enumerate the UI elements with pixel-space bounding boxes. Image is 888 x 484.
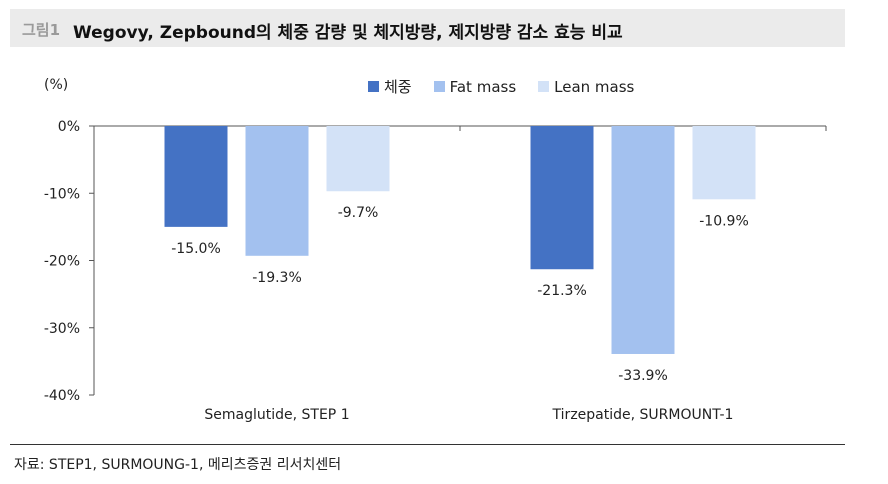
bar bbox=[530, 126, 594, 270]
legend-item-series-2: Lean mass bbox=[538, 76, 634, 97]
legend-swatch-series-2 bbox=[538, 81, 550, 92]
data-label: -15.0% bbox=[171, 241, 221, 257]
legend-swatch-series-0 bbox=[368, 81, 379, 92]
legend-label-series-1: Fat mass bbox=[449, 77, 517, 96]
footer-divider bbox=[10, 444, 845, 445]
bar bbox=[611, 126, 675, 354]
y-tick-label: -20% bbox=[44, 254, 80, 270]
legend-label-series-2: Lean mass bbox=[554, 77, 635, 96]
x-category-label: Semaglutide, STEP 1 bbox=[204, 407, 349, 423]
y-tick-label: -30% bbox=[44, 321, 80, 337]
bar bbox=[245, 126, 309, 256]
data-label: -19.3% bbox=[252, 270, 302, 286]
legend: 체중 Fat mass Lean mass bbox=[368, 76, 634, 97]
legend-item-series-1: Fat mass bbox=[433, 76, 517, 97]
y-axis-unit: (%) bbox=[44, 77, 69, 93]
chart-title: Wegovy, Zepbound의 체중 감량 및 체지방량, 제지방량 감소 … bbox=[73, 23, 623, 43]
y-tick-label: 0% bbox=[58, 119, 80, 135]
y-tick-label: -10% bbox=[44, 186, 80, 202]
data-label: -21.3% bbox=[537, 283, 587, 299]
figure-number: 그림1 bbox=[22, 21, 61, 39]
bar bbox=[164, 126, 228, 227]
data-label: -9.7% bbox=[338, 205, 379, 221]
data-label: -33.9% bbox=[618, 368, 668, 384]
y-tick-label: -40% bbox=[44, 388, 80, 404]
x-category-label: Tirzepatide, SURMOUNT-1 bbox=[552, 407, 734, 423]
data-label: -10.9% bbox=[699, 213, 749, 229]
legend-swatch-series-1 bbox=[433, 81, 445, 92]
bar bbox=[326, 126, 390, 192]
title-bar: 그림1 Wegovy, Zepbound의 체중 감량 및 체지방량, 제지방량… bbox=[10, 9, 845, 47]
source-note: 자료: STEP1, SURMOUNG-1, 메리츠증권 리서치센터 bbox=[14, 457, 342, 473]
legend-item-series-0: 체중 bbox=[368, 76, 412, 97]
bar bbox=[692, 126, 756, 200]
legend-label-series-0: 체중 bbox=[384, 78, 412, 96]
